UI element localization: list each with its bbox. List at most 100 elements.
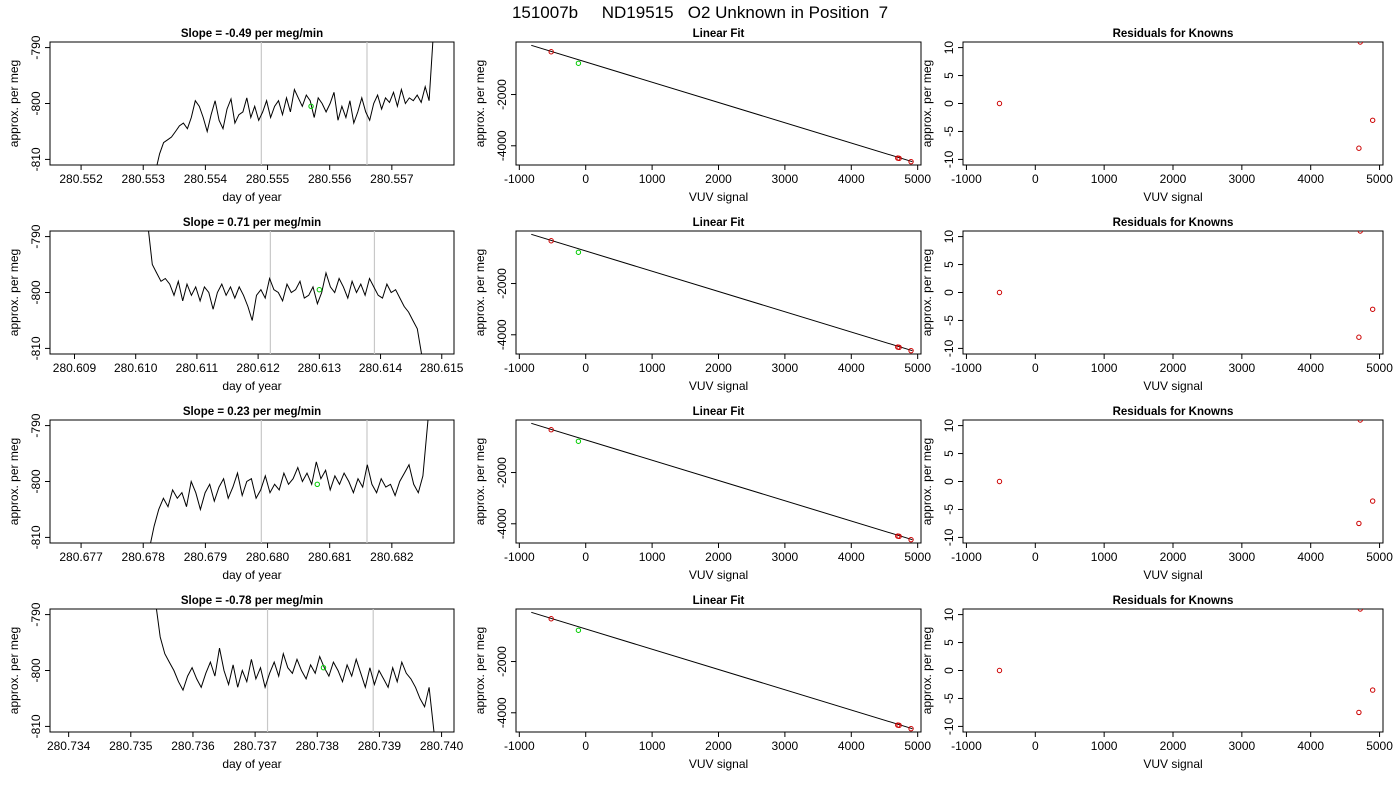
y-axis-label: approx. per meg: [7, 249, 21, 336]
y-axis-label: approx. per meg: [920, 60, 934, 147]
x-tick-label: 5000: [904, 172, 931, 186]
x-tick-label: 3000: [1229, 739, 1256, 753]
panel-title: Residuals for Knowns: [1113, 28, 1234, 40]
x-axis-label: day of year: [222, 568, 281, 582]
y-axis-label: approx. per meg: [7, 60, 21, 147]
x-tick-label: 4000: [838, 739, 865, 753]
known-point: [896, 155, 902, 162]
x-tick-label: 280.556: [308, 172, 352, 186]
y-tick-label: -5: [942, 126, 956, 137]
x-tick-label: 2000: [705, 172, 732, 186]
panel-title: Slope = -0.78 per meg/min: [181, 595, 323, 607]
x-tick-label: 280.555: [246, 172, 290, 186]
y-tick-label: -10: [942, 150, 956, 168]
x-tick-label: 1000: [639, 361, 666, 375]
panel-3-2: Linear Fit -1000 0 1000 2000 3000 4000 5000 VUV …: [473, 406, 931, 582]
plot-frame: [515, 230, 922, 355]
y-tick-label: -800: [29, 469, 43, 493]
x-tick-label: 0: [1032, 172, 1039, 186]
unknown-point: [314, 481, 320, 487]
residual-point: [1356, 145, 1362, 151]
panel-title: Linear Fit: [693, 28, 745, 40]
y-tick-label: -800: [29, 280, 43, 304]
y-tick-label: -2000: [495, 646, 509, 677]
x-tick-label: 2000: [1160, 361, 1187, 375]
x-tick-label: -1000: [951, 739, 982, 753]
y-tick-label: 10: [942, 608, 956, 622]
residual-point: [996, 100, 1003, 107]
plot-frame: [515, 41, 922, 166]
x-tick-label: 4000: [838, 550, 865, 564]
x-tick-label: 5000: [904, 550, 931, 564]
signal-trace: [148, 231, 423, 354]
y-axis-label: approx. per meg: [473, 627, 487, 714]
x-tick-label: 280.740: [420, 739, 464, 753]
x-tick-label: 280.552: [59, 172, 103, 186]
y-tick-label: -10: [942, 717, 956, 735]
known-point: [896, 533, 902, 540]
x-tick-label: 280.735: [109, 739, 153, 753]
plot-area: [531, 422, 914, 543]
signal-trace: [155, 609, 435, 732]
x-tick-label: 280.677: [59, 550, 103, 564]
residual-point: [1356, 709, 1362, 716]
panel-3-3: Residuals for Knowns -1000 0 1000 2000 3000 40…: [920, 406, 1393, 582]
x-tick-label: 3000: [772, 361, 799, 375]
unknown-point: [575, 627, 582, 633]
x-axis-label: VUV signal: [689, 190, 748, 204]
unknown-point: [316, 287, 323, 293]
panel-1-1: Slope = -0.49 per meg/min 280.552 280.553 2…: [7, 28, 455, 204]
x-tick-label: 5000: [904, 361, 931, 375]
x-axis-label: VUV signal: [1143, 190, 1202, 204]
x-axis-label: day of year: [222, 379, 281, 393]
x-tick-label: -1000: [504, 172, 535, 186]
y-tick-label: -10: [942, 339, 956, 357]
y-tick-label: 10: [942, 230, 956, 244]
x-tick-label: 0: [1032, 739, 1039, 753]
y-tick-label: 5: [942, 639, 956, 646]
known-point: [908, 158, 914, 165]
plot-frame: [962, 41, 1384, 166]
x-tick-label: 280.739: [358, 739, 402, 753]
x-tick-label: 3000: [1229, 172, 1256, 186]
y-axis-label: approx. per meg: [473, 249, 487, 336]
y-axis-label: approx. per meg: [7, 627, 21, 714]
plot-frame: [49, 230, 455, 355]
x-tick-label: 5000: [904, 739, 931, 753]
fit-line: [531, 422, 913, 541]
x-tick-label: 1000: [1091, 361, 1118, 375]
y-tick-label: -810: [29, 147, 43, 171]
plot-area: [996, 231, 1376, 340]
y-axis-label: approx. per meg: [473, 438, 487, 525]
x-tick-label: -1000: [951, 361, 982, 375]
residual-point: [1357, 420, 1363, 423]
x-tick-label: 1000: [639, 550, 666, 564]
panel-2-1: Slope = 0.71 per meg/min 280.609 280.610 28…: [7, 217, 464, 393]
residual-point: [996, 289, 1003, 296]
x-tick-label: -1000: [504, 550, 535, 564]
y-tick-label: -5: [942, 693, 956, 704]
x-tick-label: 280.734: [47, 739, 91, 753]
unknown-point: [575, 438, 582, 444]
x-tick-label: 280.553: [122, 172, 166, 186]
x-tick-label: 4000: [1297, 739, 1324, 753]
x-tick-label: 3000: [1229, 550, 1256, 564]
x-tick-label: 3000: [772, 550, 799, 564]
y-tick-label: -4000: [495, 508, 509, 539]
y-tick-label: -790: [29, 602, 43, 626]
y-tick-label: -800: [29, 658, 43, 682]
panel-4-2: Linear Fit -1000 0 1000 2000 3000 4000 5000 VUV …: [473, 595, 931, 771]
panel-title: Residuals for Knowns: [1113, 595, 1234, 607]
x-tick-label: 2000: [1160, 172, 1187, 186]
x-axis-label: day of year: [222, 757, 281, 771]
x-tick-label: 2000: [705, 739, 732, 753]
x-tick-label: 280.613: [298, 361, 342, 375]
x-tick-label: 280.682: [370, 550, 414, 564]
known-point: [548, 427, 554, 433]
x-tick-label: 0: [582, 739, 589, 753]
panel-1-3: Residuals for Knowns -1000 0 1000 2000 3000 40…: [920, 28, 1393, 204]
plot-area: [996, 609, 1376, 716]
panel-2-2: Linear Fit -1000 0 1000 2000 3000 4000 5000 VUV …: [473, 217, 931, 393]
x-tick-label: 280.679: [184, 550, 228, 564]
x-tick-label: 5000: [1366, 361, 1393, 375]
